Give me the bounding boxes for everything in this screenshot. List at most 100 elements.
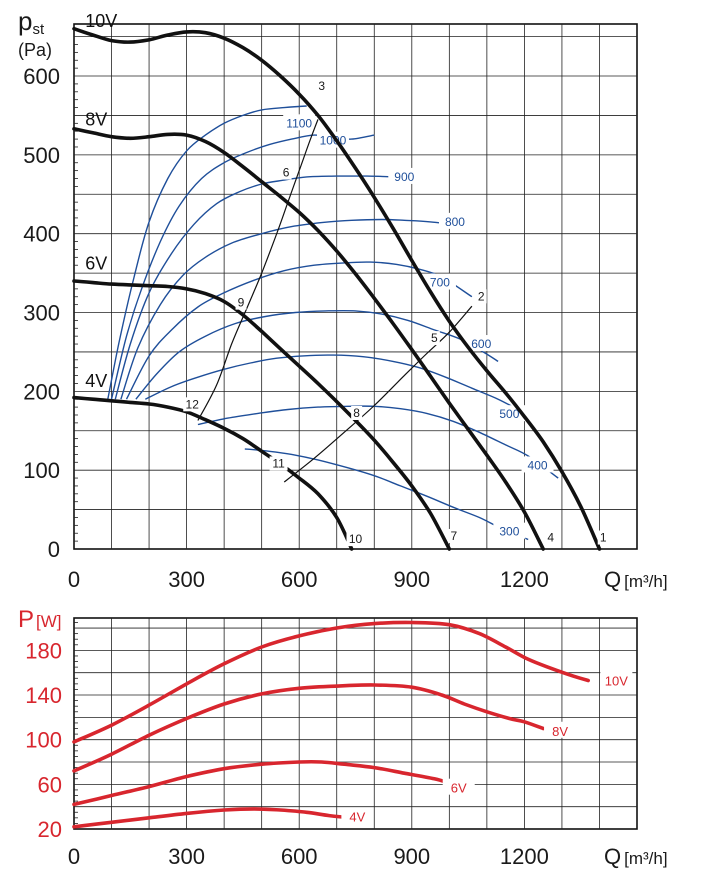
operating-point-label-2: 2 [478, 289, 485, 303]
fan-curve-label-10V: 10V [85, 11, 117, 31]
operating-point-label-bg [346, 532, 365, 547]
fan-curve-label-8V: 8V [85, 109, 107, 129]
power-axis-unit: [W] [36, 612, 62, 631]
power-curve-label-4V: 4V [349, 810, 365, 825]
pressure-axis-symbol: p [18, 6, 32, 36]
pressure-y-tick-label: 600 [23, 64, 60, 89]
operating-point-label-9: 9 [238, 296, 245, 310]
power-tick-labels: 20 60 100 140 180 0 300 600 900 1200 [25, 638, 549, 869]
operating-point-label-bg [269, 456, 288, 471]
power-x-tick-label: 0 [68, 844, 80, 869]
fan-curve-label-4V: 4V [85, 371, 107, 391]
power-curve-8V [72, 683, 545, 773]
pressure-x-tick-label: 900 [393, 567, 430, 592]
flow-axis-symbol-top: Q [604, 567, 621, 592]
operating-point-label-12: 12 [186, 397, 200, 411]
operating-point-label-1: 1 [600, 531, 607, 545]
power-y-tick-label: 20 [38, 817, 62, 842]
operating-point-label-bg [351, 405, 363, 420]
power-curve-label-8V: 8V [552, 724, 568, 739]
operating-point-label-bg [280, 165, 292, 180]
power-plot-frame [73, 617, 638, 830]
pressure-plot-frame [73, 23, 638, 550]
operating-point-label-bg [428, 331, 440, 346]
rpm-curve-600 [135, 309, 499, 400]
operating-point-label-bg [475, 289, 487, 304]
operating-point-label-bg [545, 530, 557, 545]
fan-curve-8V [72, 127, 545, 551]
power-y-tick-label: 180 [25, 638, 62, 663]
operating-point-label-bg [316, 78, 328, 93]
flow-axis-unit-top: [m³/h] [624, 572, 667, 591]
operating-line-medium [283, 305, 473, 483]
flow-axis-symbol-bottom: Q [604, 844, 621, 869]
power-curve-label-bg [341, 807, 374, 824]
pressure-y-tick-label: 100 [23, 458, 60, 483]
rpm-label-bg [423, 273, 456, 290]
operating-point-label-10: 10 [349, 532, 363, 546]
pressure-y-tick-label: 0 [48, 537, 60, 562]
power-curve-label-10V: 10V [605, 674, 628, 689]
rpm-label-bg [438, 212, 471, 229]
rpm-curve-1100 [107, 105, 307, 400]
flow-axis-unit-bottom: [m³/h] [624, 849, 667, 868]
pressure-x-tick-label: 300 [168, 567, 205, 592]
rpm-label-bg [521, 456, 554, 473]
power-curves: 10V 8V 6V 4V [72, 620, 633, 829]
pressure-y-tick-label: 300 [23, 301, 60, 326]
pressure-axis-unit: (Pa) [18, 40, 52, 60]
pressure-minor-ticks [74, 28, 78, 542]
power-axis-title: P [W] [18, 606, 62, 633]
fan-curve-10V [72, 26, 602, 551]
rpm-label-700: 700 [430, 276, 450, 290]
rpm-curve-900 [114, 175, 412, 400]
pressure-x-tick-label: 0 [68, 567, 80, 592]
operating-point-label-11: 11 [272, 456, 285, 470]
power-y-tick-label: 60 [38, 772, 62, 797]
power-x-tick-label: 300 [168, 844, 205, 869]
power-x-tick-label: 1200 [500, 844, 549, 869]
voltage-curves: 10V 8V 6V 4V [72, 11, 602, 551]
fan-curve-6V [72, 279, 452, 551]
fan-curve-4V [72, 395, 354, 551]
rpm-label-1100: 1100 [286, 116, 312, 130]
rpm-curve-800 [120, 218, 465, 400]
rpm-label-300: 300 [499, 525, 519, 539]
operating-lines [197, 119, 473, 483]
power-curve-4V [72, 807, 354, 829]
flow-axis-title-top: Q [m³/h] [604, 567, 668, 592]
rpm-label-bg [465, 335, 498, 352]
power-curve-label-6V: 6V [451, 781, 467, 796]
pressure-tick-labels: 0 100 200 300 400 500 600 0 300 600 900 1200 [23, 64, 549, 592]
power-grid [73, 617, 638, 830]
operating-point-label-7: 7 [450, 529, 457, 543]
power-y-tick-label: 140 [25, 683, 62, 708]
pressure-y-tick-label: 500 [23, 143, 60, 168]
pressure-axis-subscript: st [32, 21, 45, 38]
power-curve-label-bg [600, 671, 633, 688]
pressure-axis-title: pst [18, 6, 45, 38]
operating-point-label-4: 4 [547, 531, 554, 545]
operating-point-label-5: 5 [431, 331, 438, 345]
rpm-label-bg [283, 114, 316, 131]
power-axis-symbol: P [18, 606, 34, 633]
rpm-label-bg [388, 167, 421, 184]
power-curve-6V [72, 759, 452, 807]
operating-point-label-bg [183, 397, 202, 412]
power-curve-label-bg [442, 778, 475, 795]
power-curve-label-bg [544, 721, 577, 738]
power-x-tick-label: 600 [281, 844, 318, 869]
pressure-x-tick-label: 1200 [500, 567, 549, 592]
pressure-x-tick-label: 600 [281, 567, 318, 592]
pressure-y-tick-label: 200 [23, 379, 60, 404]
rpm-label-800: 800 [445, 215, 465, 229]
power-minor-ticks [74, 622, 78, 824]
rpm-label-500: 500 [499, 407, 519, 421]
operating-point-label-bg [597, 530, 609, 545]
